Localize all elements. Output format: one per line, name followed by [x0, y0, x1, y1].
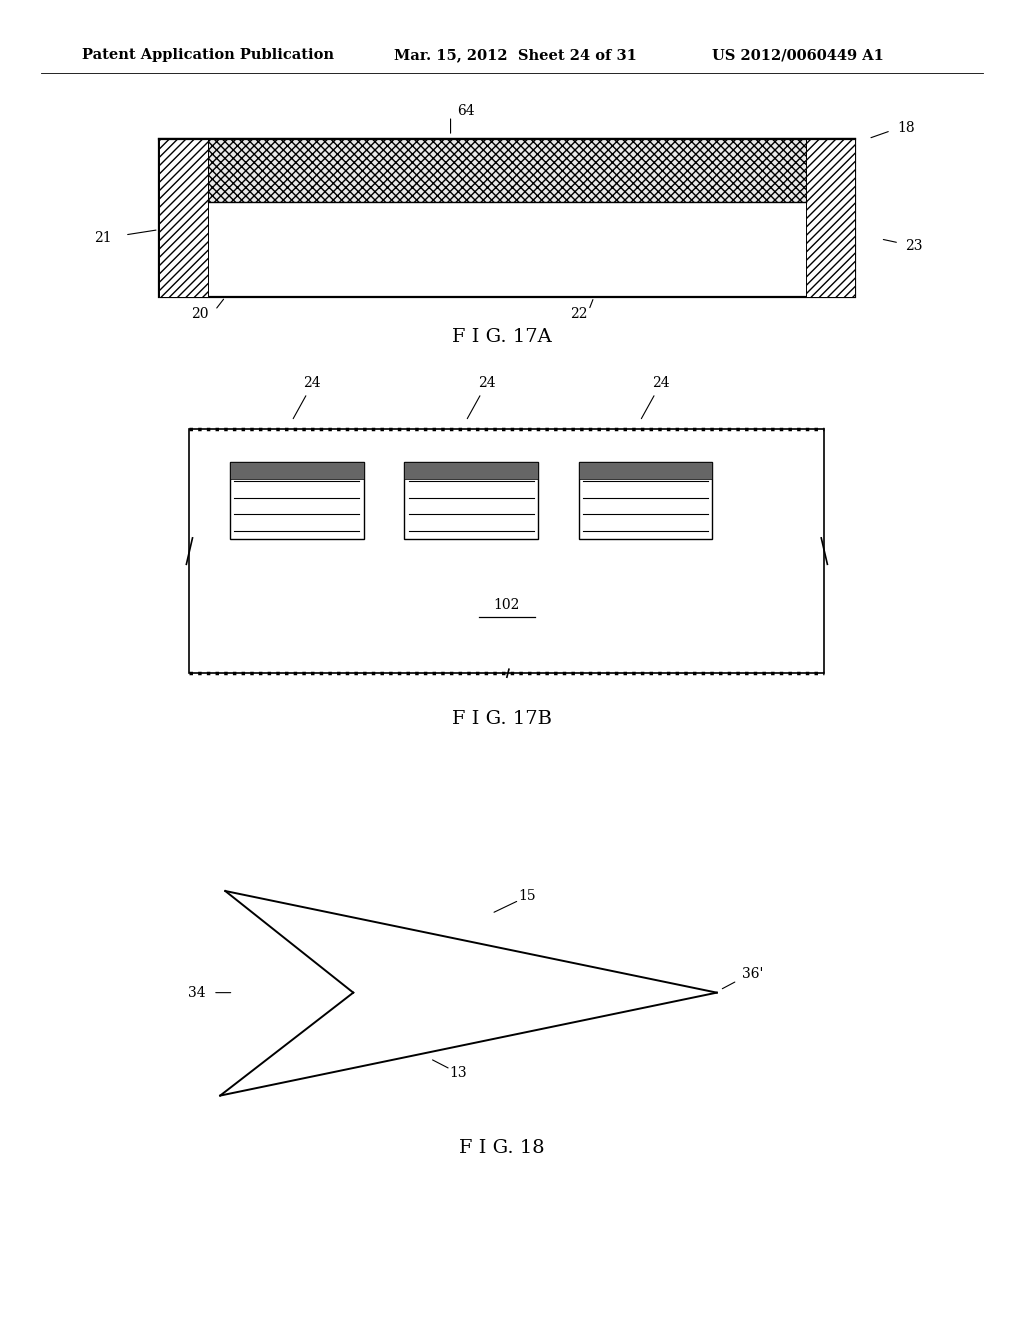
Bar [189, 429, 824, 673]
Text: 24: 24 [651, 376, 670, 389]
Text: 22: 22 [569, 308, 588, 321]
Text: F I G. 18: F I G. 18 [459, 1139, 545, 1158]
Text: Patent Application Publication: Patent Application Publication [82, 49, 334, 62]
Text: F I G. 17B: F I G. 17B [452, 710, 552, 729]
Bar [579, 462, 712, 539]
Bar [208, 139, 806, 202]
Text: 15: 15 [518, 890, 537, 903]
Text: 13: 13 [449, 1067, 467, 1080]
Text: 21: 21 [93, 231, 112, 244]
Bar [159, 139, 208, 297]
Text: 34: 34 [187, 986, 206, 999]
Text: F I G. 17A: F I G. 17A [452, 327, 552, 346]
Bar [806, 139, 855, 297]
Text: Mar. 15, 2012  Sheet 24 of 31: Mar. 15, 2012 Sheet 24 of 31 [394, 49, 637, 62]
Text: 23: 23 [904, 239, 923, 252]
Bar [230, 462, 364, 479]
Text: 102: 102 [494, 598, 520, 612]
Text: 18: 18 [897, 121, 915, 135]
Text: 24: 24 [477, 376, 496, 389]
Bar [159, 139, 855, 297]
Bar [404, 462, 538, 479]
Text: 36': 36' [742, 968, 763, 981]
Bar [230, 462, 364, 539]
Bar [404, 462, 538, 539]
Text: US 2012/0060449 A1: US 2012/0060449 A1 [712, 49, 884, 62]
Text: 64: 64 [457, 104, 475, 117]
Bar [579, 462, 712, 479]
Text: 24: 24 [303, 376, 322, 389]
Text: 20: 20 [190, 308, 209, 321]
